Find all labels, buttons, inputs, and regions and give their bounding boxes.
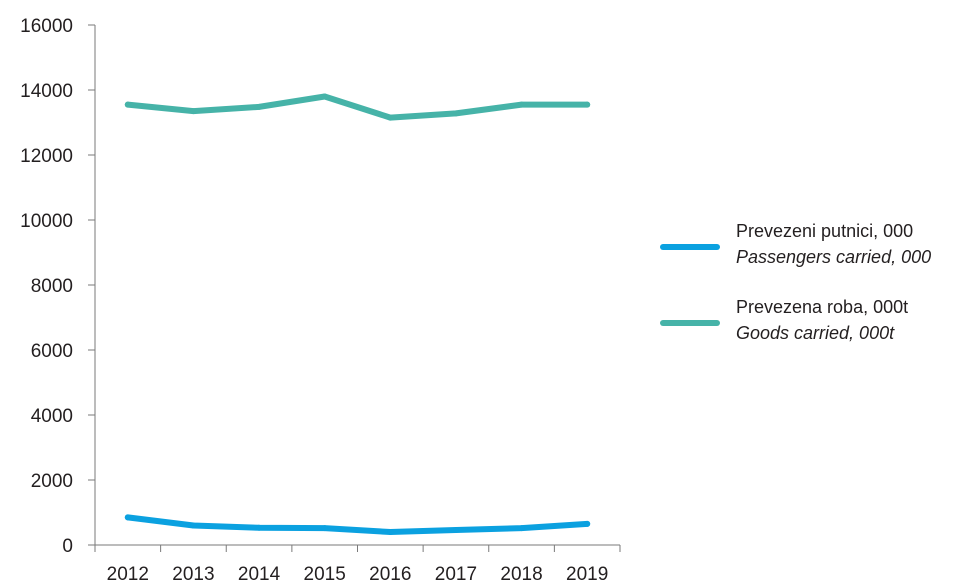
series-0-point: [124, 514, 131, 521]
y-tick-label: 8000: [31, 276, 73, 297]
legend-label-goods-secondary: Goods carried, 000t: [736, 323, 895, 343]
x-tick-label: 2014: [238, 564, 281, 585]
x-tick-label: 2015: [304, 564, 346, 585]
series-0-point: [256, 524, 263, 531]
legend: Prevezeni putnici, 000 Passengers carrie…: [660, 218, 960, 370]
series-0-point: [518, 525, 525, 532]
legend-swatch-passengers: [660, 244, 720, 250]
legend-swatch-goods: [660, 320, 720, 326]
series-1-point: [387, 114, 394, 121]
series-0-point: [190, 522, 197, 529]
y-tick-label: 6000: [31, 341, 73, 362]
x-tick-label: 2018: [500, 564, 542, 585]
legend-label-goods-primary: Prevezena roba, 000t: [736, 297, 909, 317]
series-1-point: [256, 103, 263, 110]
series-line-1: [124, 93, 591, 121]
series-0-point: [452, 527, 459, 534]
series-0-point: [387, 529, 394, 535]
series-1-point: [518, 101, 525, 108]
x-tick-label: 2019: [566, 564, 608, 585]
x-tick-label: 2012: [107, 564, 149, 585]
series-1-point: [452, 110, 459, 117]
x-axis: 2012 2013 2014 2015 2016 2017 2018 2019: [94, 544, 621, 585]
x-tick-label: 2013: [172, 564, 214, 585]
y-tick-label: 0: [62, 536, 73, 557]
legend-item-passengers: Prevezeni putnici, 000 Passengers carrie…: [660, 218, 960, 270]
series-line-0: [124, 514, 591, 535]
series-1-point: [584, 101, 591, 108]
y-tick-label: 12000: [20, 146, 73, 167]
x-tick-label: 2016: [369, 564, 411, 585]
series-1-point: [321, 93, 328, 100]
y-axis: 0 2000 4000 6000 8000 10000 12000 14000 16000: [20, 16, 96, 557]
y-tick-label: 16000: [20, 16, 73, 37]
series-0-point: [321, 525, 328, 532]
legend-item-goods: Prevezena roba, 000t Goods carried, 000t: [660, 294, 960, 346]
y-tick-label: 10000: [20, 211, 73, 232]
series-layer: [124, 93, 591, 535]
series-1-point: [190, 108, 197, 115]
legend-label-passengers-secondary: Passengers carried, 000: [736, 247, 932, 267]
series-1-point: [124, 101, 131, 108]
y-tick-label: 4000: [31, 406, 73, 427]
y-tick-label: 2000: [31, 471, 73, 492]
legend-label-passengers-primary: Prevezeni putnici, 000: [736, 221, 914, 241]
legend-label-goods: Prevezena roba, 000t Goods carried, 000t: [736, 294, 908, 346]
x-tick-label: 2017: [435, 564, 477, 585]
y-tick-label: 14000: [20, 81, 73, 102]
series-0-point: [584, 520, 591, 527]
legend-label-passengers: Prevezeni putnici, 000 Passengers carrie…: [736, 218, 931, 270]
